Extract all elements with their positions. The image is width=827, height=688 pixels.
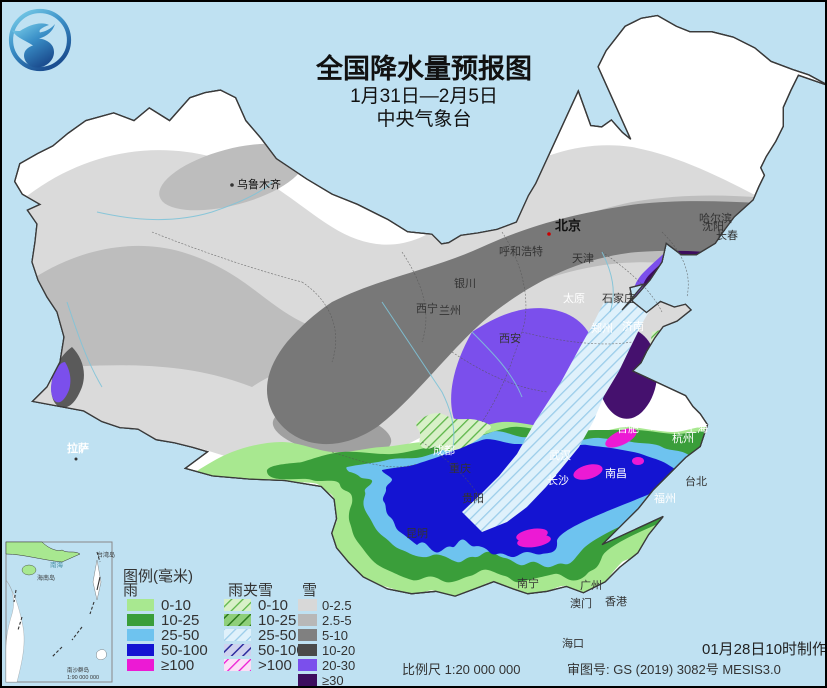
svg-text:台湾岛: 台湾岛: [97, 551, 115, 559]
svg-text:合肥: 合肥: [617, 421, 639, 435]
svg-text:1:90 000 000: 1:90 000 000: [67, 675, 99, 681]
svg-text:南沙群岛: 南沙群岛: [67, 666, 90, 674]
svg-text:海口: 海口: [562, 636, 584, 650]
svg-text:西宁: 西宁: [416, 301, 438, 315]
svg-text:拉萨: 拉萨: [67, 441, 89, 455]
svg-text:0-2.5: 0-2.5: [322, 598, 352, 613]
svg-text:西安: 西安: [499, 331, 521, 345]
svg-text:济南: 济南: [622, 319, 644, 333]
svg-text:长沙: 长沙: [547, 474, 569, 487]
svg-text:20-30: 20-30: [322, 658, 355, 673]
svg-text:广州: 广州: [580, 579, 602, 592]
svg-text:上海: 上海: [686, 421, 708, 435]
svg-text:香港: 香港: [605, 595, 627, 608]
svg-text:雪: 雪: [302, 582, 317, 599]
svg-text:中央气象台: 中央气象台: [376, 108, 471, 130]
svg-text:01月28日10时制作: 01月28日10时制作: [702, 641, 827, 658]
svg-text:南京: 南京: [650, 418, 672, 432]
svg-text:石家庄: 石家庄: [602, 291, 635, 305]
svg-text:澳门: 澳门: [570, 596, 592, 610]
svg-text:重庆: 重庆: [449, 461, 471, 475]
svg-text:台北: 台北: [685, 474, 707, 488]
svg-text:乌鲁木齐: 乌鲁木齐: [237, 177, 281, 191]
svg-text:北京: 北京: [555, 218, 581, 233]
svg-text:全国降水量预报图: 全国降水量预报图: [315, 53, 532, 84]
svg-text:5-10: 5-10: [322, 628, 348, 643]
svg-text:南昌: 南昌: [605, 467, 627, 480]
svg-text:雨: 雨: [123, 582, 138, 599]
svg-text:成都: 成都: [433, 444, 455, 457]
svg-text:2.5-5: 2.5-5: [322, 613, 352, 628]
svg-text:10-20: 10-20: [322, 643, 355, 658]
svg-text:比例尺 1:20 000 000: 比例尺 1:20 000 000: [402, 662, 521, 677]
svg-text:审图号: GS (2019) 3082号 MESIS3.0: 审图号: GS (2019) 3082号 MESIS3.0: [567, 662, 781, 677]
svg-text:南海: 南海: [50, 560, 64, 569]
svg-text:福州: 福州: [654, 491, 676, 505]
svg-text:>100: >100: [258, 657, 292, 674]
svg-text:≥30: ≥30: [322, 673, 344, 688]
svg-text:贵阳: 贵阳: [462, 492, 484, 505]
svg-text:≥100: ≥100: [161, 657, 194, 674]
svg-text:呼和浩特: 呼和浩特: [499, 244, 543, 258]
svg-text:沈阳: 沈阳: [702, 219, 724, 233]
svg-text:银川: 银川: [454, 276, 476, 290]
svg-text:武汉: 武汉: [549, 449, 571, 462]
svg-text:天津: 天津: [572, 252, 594, 265]
svg-text:昆明: 昆明: [406, 527, 428, 540]
svg-text:1月31日—2月5日: 1月31日—2月5日: [350, 86, 498, 107]
svg-text:海南岛: 海南岛: [37, 574, 55, 582]
svg-text:南宁: 南宁: [517, 576, 539, 590]
svg-text:郑州: 郑州: [591, 321, 613, 335]
svg-text:太原: 太原: [563, 292, 585, 305]
svg-text:兰州: 兰州: [439, 304, 461, 317]
